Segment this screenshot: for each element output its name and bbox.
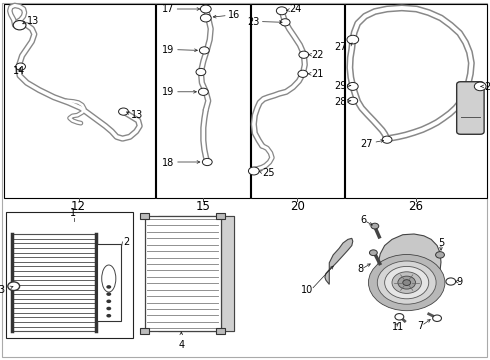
Circle shape bbox=[13, 21, 26, 30]
Circle shape bbox=[371, 223, 379, 229]
Circle shape bbox=[474, 82, 486, 91]
Text: 10: 10 bbox=[301, 285, 314, 295]
Circle shape bbox=[276, 7, 287, 15]
Text: 7: 7 bbox=[417, 321, 424, 331]
Text: 19: 19 bbox=[162, 87, 174, 97]
Circle shape bbox=[369, 250, 377, 256]
Text: 28: 28 bbox=[484, 82, 490, 92]
FancyBboxPatch shape bbox=[140, 328, 149, 334]
Circle shape bbox=[106, 292, 111, 296]
Circle shape bbox=[347, 82, 358, 90]
FancyBboxPatch shape bbox=[216, 213, 225, 219]
Polygon shape bbox=[158, 216, 234, 331]
Text: 27: 27 bbox=[334, 42, 347, 52]
Text: 22: 22 bbox=[311, 50, 324, 60]
Circle shape bbox=[377, 261, 436, 304]
FancyBboxPatch shape bbox=[216, 328, 225, 334]
Text: 4: 4 bbox=[178, 340, 184, 350]
Text: 2: 2 bbox=[123, 237, 130, 247]
Text: 6: 6 bbox=[361, 215, 367, 225]
Text: 13: 13 bbox=[131, 110, 143, 120]
Circle shape bbox=[280, 19, 290, 26]
Bar bbox=[4, 4, 155, 198]
FancyBboxPatch shape bbox=[457, 82, 484, 134]
Text: 29: 29 bbox=[335, 81, 347, 91]
Circle shape bbox=[16, 63, 25, 70]
Text: 26: 26 bbox=[409, 201, 423, 213]
Text: 21: 21 bbox=[311, 69, 323, 79]
Circle shape bbox=[436, 252, 444, 258]
Polygon shape bbox=[370, 234, 441, 286]
Text: 1: 1 bbox=[71, 208, 76, 218]
Circle shape bbox=[392, 272, 421, 293]
Circle shape bbox=[248, 167, 259, 175]
Circle shape bbox=[395, 314, 404, 320]
Circle shape bbox=[385, 266, 429, 299]
Circle shape bbox=[106, 300, 111, 303]
Polygon shape bbox=[325, 238, 353, 284]
Text: 27: 27 bbox=[360, 139, 372, 149]
Circle shape bbox=[106, 285, 111, 289]
Text: 3: 3 bbox=[0, 285, 5, 295]
Text: 9: 9 bbox=[457, 276, 463, 287]
Text: 23: 23 bbox=[247, 17, 260, 27]
FancyBboxPatch shape bbox=[140, 213, 149, 219]
Text: 16: 16 bbox=[228, 10, 240, 20]
Bar bbox=[251, 4, 344, 198]
Circle shape bbox=[199, 47, 209, 54]
Circle shape bbox=[298, 70, 308, 77]
Text: 13: 13 bbox=[27, 16, 39, 26]
Circle shape bbox=[348, 97, 358, 104]
Circle shape bbox=[433, 315, 441, 321]
Circle shape bbox=[202, 158, 212, 166]
Circle shape bbox=[106, 307, 111, 310]
Circle shape bbox=[106, 314, 111, 318]
Bar bbox=[12, 234, 96, 331]
Circle shape bbox=[299, 51, 309, 58]
Circle shape bbox=[119, 108, 128, 115]
Circle shape bbox=[347, 35, 359, 44]
Text: 8: 8 bbox=[358, 264, 364, 274]
Text: 11: 11 bbox=[392, 322, 404, 332]
Text: 19: 19 bbox=[162, 45, 174, 55]
Polygon shape bbox=[145, 216, 220, 331]
Text: 12: 12 bbox=[71, 201, 86, 213]
Circle shape bbox=[198, 88, 208, 95]
Circle shape bbox=[200, 5, 211, 13]
Ellipse shape bbox=[102, 265, 116, 292]
Text: 24: 24 bbox=[289, 4, 301, 14]
Text: 28: 28 bbox=[335, 96, 347, 107]
Bar bbox=[345, 4, 487, 198]
Text: 5: 5 bbox=[439, 238, 445, 248]
Bar bbox=[6, 212, 133, 338]
Circle shape bbox=[382, 136, 392, 143]
Polygon shape bbox=[220, 216, 234, 331]
Circle shape bbox=[398, 276, 416, 289]
Circle shape bbox=[403, 280, 411, 285]
Text: 17: 17 bbox=[162, 4, 174, 14]
Text: 15: 15 bbox=[196, 201, 210, 213]
Circle shape bbox=[196, 68, 206, 76]
Circle shape bbox=[8, 282, 20, 291]
Bar bbox=[97, 244, 121, 321]
Bar bbox=[156, 4, 250, 198]
Circle shape bbox=[368, 255, 445, 311]
Text: 20: 20 bbox=[290, 201, 305, 213]
Circle shape bbox=[200, 14, 211, 22]
Text: 14: 14 bbox=[13, 66, 25, 76]
Circle shape bbox=[446, 278, 456, 285]
Text: 25: 25 bbox=[262, 168, 275, 178]
Text: 18: 18 bbox=[162, 158, 174, 168]
